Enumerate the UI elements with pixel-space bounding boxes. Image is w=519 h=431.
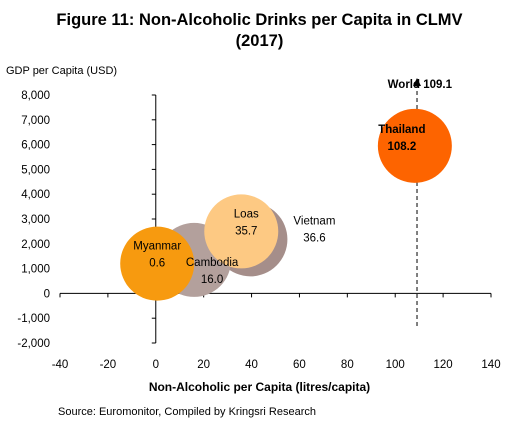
y-tick-label: -1,000 <box>17 313 50 325</box>
chart-title-line-2: (2017) <box>235 32 284 50</box>
source-note: Source: Euromonitor, Compiled by Kringsr… <box>58 406 317 418</box>
x-tick-label: -20 <box>100 359 117 371</box>
x-tick-label: -40 <box>52 359 69 371</box>
bubble-value-vietnam: 36.6 <box>303 232 325 244</box>
x-axis-label: Non-Alcoholic per Capita (litres/capita) <box>148 380 371 394</box>
y-axis-label: GDP per Capita (USD) <box>6 65 118 77</box>
bubble-label-vietnam: Vietnam <box>293 215 335 227</box>
x-tick-label: 100 <box>386 359 405 371</box>
bubble-value-loas: 35.7 <box>235 225 257 237</box>
y-tick-label: 8,000 <box>21 90 50 102</box>
bubble-value-myanmar: 0.6 <box>149 258 165 270</box>
y-tick-label: 6,000 <box>21 140 50 152</box>
y-tick-label: 5,000 <box>21 164 50 176</box>
y-tick-label: 2,000 <box>21 239 50 251</box>
y-tick-label: -2,000 <box>17 338 50 350</box>
x-tick-label: 20 <box>197 359 210 371</box>
x-tick-label: 60 <box>293 359 306 371</box>
bubble-myanmar <box>120 226 195 301</box>
y-tick-label: 3,000 <box>21 214 50 226</box>
x-tick-label: 120 <box>434 359 453 371</box>
bubble-loas <box>204 194 279 269</box>
x-tick-label: 0 <box>153 359 159 371</box>
bubble-label-thailand: Thailand <box>378 124 425 136</box>
chart-title: Figure 11: Non-Alcoholic Drinks per Capi… <box>0 10 519 52</box>
y-tick-label: 4,000 <box>21 189 50 201</box>
bubble-value-cambodia: 16.0 <box>201 274 223 286</box>
chart-title-line-1: Figure 11: Non-Alcoholic Drinks per Capi… <box>56 11 463 29</box>
y-tick-label: 0 <box>44 288 50 300</box>
bubble-value-thailand: 108.2 <box>387 141 416 153</box>
world-reference-label: World 109.1 <box>388 79 453 91</box>
bubble-thailand <box>377 108 452 183</box>
bubble-label-cambodia: Cambodia <box>186 257 239 269</box>
x-tick-label: 140 <box>481 359 500 371</box>
y-tick-label: 7,000 <box>21 115 50 127</box>
x-tick-label: 80 <box>341 359 354 371</box>
x-tick-label: 40 <box>245 359 258 371</box>
y-tick-label: 1,000 <box>21 264 50 276</box>
bubble-label-loas: Loas <box>234 208 259 220</box>
bubble-label-myanmar: Myanmar <box>133 241 181 253</box>
